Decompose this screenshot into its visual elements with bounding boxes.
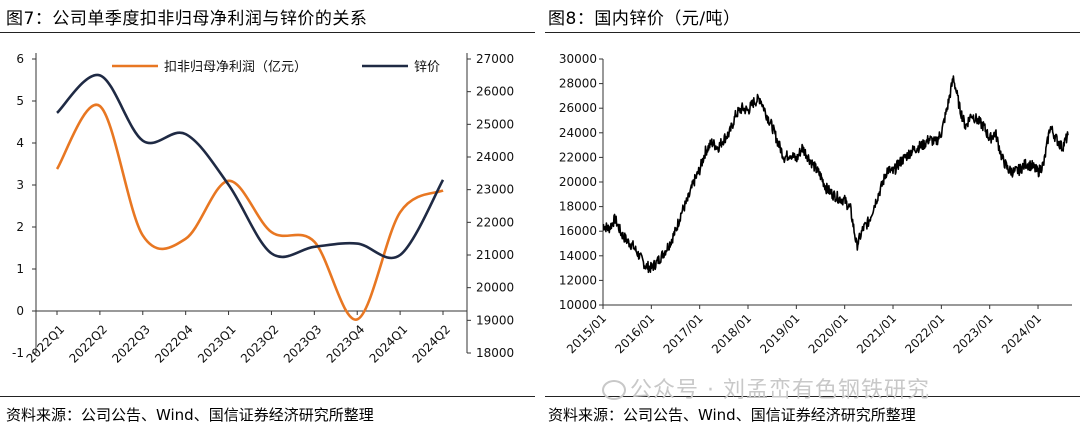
right-y-tick-label: 20000 [476,281,514,295]
left-y-tick-label: 3 [16,178,24,192]
left-chart-source: 资料来源：公司公告、Wind、国信证券经济研究所整理 [6,406,374,424]
left-y-tick-label: 2 [16,220,24,234]
price-y-tick-label: 12000 [559,273,597,287]
x-tick-label: 2022Q1 [24,322,68,366]
left-chart-title: 图7：公司单季度扣非归母净利润与锌价的关系 [6,9,368,29]
price-y-tick-label: 22000 [559,150,597,164]
right-y-tick-label: 27000 [476,52,514,66]
left-title-rule [0,32,535,33]
right-y-tick-label: 25000 [476,117,514,131]
price-y-tick-label: 30000 [559,52,597,66]
right-title-rule [545,32,1080,33]
right-y-tick-label: 19000 [476,313,514,327]
zinc-price-line [602,75,1069,274]
price-x-tick-label: 2024/01 [999,311,1044,356]
x-tick-label: 2024Q2 [410,322,454,366]
right-chart-title: 图8：国内锌价（元/吨） [548,9,741,29]
price-y-tick-label: 28000 [559,77,597,91]
x-tick-label: 2022Q2 [66,322,110,366]
right-y-tick-label: 24000 [476,150,514,164]
zinc-price-series-line [56,73,445,260]
profit-series-line [55,103,444,321]
left-y-tick-label: 6 [16,52,24,66]
left-y-tick-label: 1 [16,262,24,276]
legend-label-profit: 扣非归母净利润（亿元） [164,60,307,75]
right-y-tick-label: 22000 [476,215,514,229]
price-y-tick-label: 16000 [559,224,597,238]
x-tick-label: 2023Q3 [281,322,325,366]
price-y-tick-label: 10000 [559,298,597,312]
left-y-tick-label: 5 [16,94,24,108]
price-x-tick-label: 2019/01 [757,311,802,356]
price-x-tick-label: 2022/01 [902,311,947,356]
legend-label-zinc: 锌价 [414,60,440,75]
price-y-tick-label: 20000 [559,175,597,189]
right-y-tick-label: 18000 [476,346,514,360]
price-x-tick-label: 2018/01 [709,311,754,356]
price-x-tick-label: 2015/01 [564,311,609,356]
left-y-tick-label: 0 [16,304,24,318]
watermark: 公众号 · 刘孟峦有色钢铁研究 [630,378,930,403]
price-y-tick-label: 14000 [559,249,597,263]
right-y-tick-label: 26000 [476,85,514,99]
price-y-tick-label: 26000 [559,101,597,115]
price-x-tick-label: 2023/01 [951,311,996,356]
price-x-tick-label: 2016/01 [612,311,657,356]
price-x-tick-label: 2021/01 [854,311,899,356]
wechat-icon [602,380,626,400]
x-tick-label: 2023Q2 [238,322,282,366]
price-x-tick-label: 2020/01 [806,311,851,356]
x-tick-label: 2024Q1 [367,322,411,366]
right-source-rule [545,396,1080,397]
x-tick-label: 2022Q4 [152,322,196,366]
x-tick-label: 2023Q1 [195,322,239,366]
left-source-rule [0,396,535,397]
x-tick-label: 2023Q4 [324,322,368,366]
left-y-tick-label: -1 [12,346,24,360]
right-y-tick-label: 23000 [476,183,514,197]
price-y-tick-label: 24000 [559,126,597,140]
price-x-tick-label: 2017/01 [661,311,706,356]
right-chart-source: 资料来源：公司公告、Wind、国信证券经济研究所整理 [548,406,916,424]
x-tick-label: 2022Q3 [109,322,153,366]
right-y-tick-label: 21000 [476,248,514,262]
price-y-tick-label: 18000 [559,200,597,214]
left-y-tick-label: 4 [16,136,24,150]
